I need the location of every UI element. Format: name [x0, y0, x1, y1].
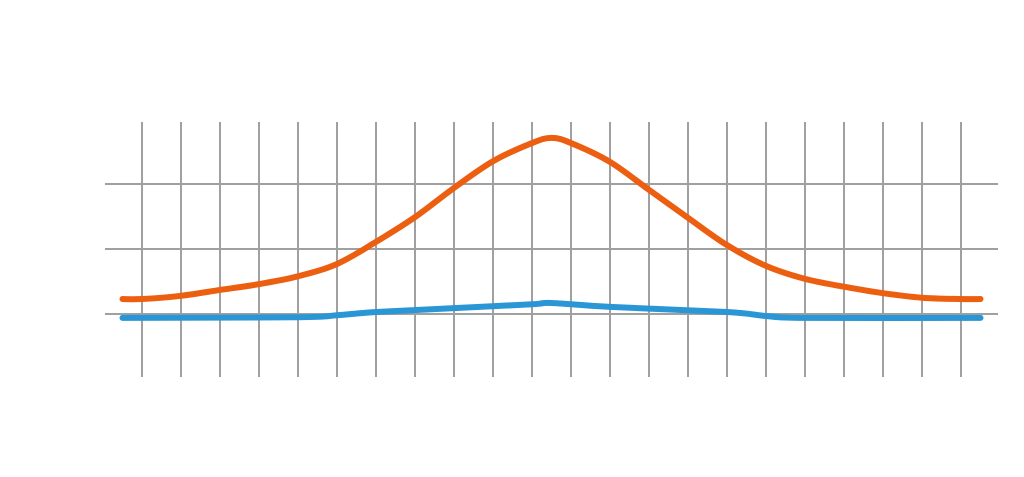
series-line-1: [119, 134, 984, 303]
series-line-2: [119, 299, 984, 322]
series-lines: [119, 134, 984, 322]
grid: [105, 122, 998, 377]
